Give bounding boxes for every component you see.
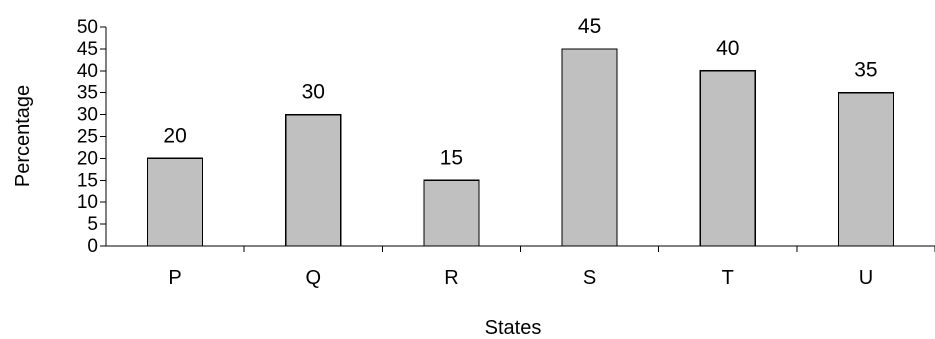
data-label-s: 45: [578, 15, 601, 38]
y-tick-label: 25: [77, 127, 98, 148]
y-axis-title: Percentage: [12, 85, 34, 187]
data-label-q: 30: [302, 81, 325, 104]
y-tick-label: 45: [77, 39, 98, 60]
x-axis-ticks: P Q R S T U: [168, 246, 935, 289]
y-tick-label: 20: [77, 148, 98, 169]
bars-group: 20 30 15 45 40 35: [146, 15, 895, 247]
y-tick-label: 0: [87, 236, 98, 257]
bar-r: [423, 179, 480, 247]
x-tick-label-t: T: [722, 267, 734, 289]
y-tick-label: 40: [77, 61, 98, 82]
data-label-u: 35: [854, 59, 877, 82]
x-tick-label-q: Q: [305, 267, 321, 289]
bar-t: [699, 70, 756, 247]
y-tick-label: 15: [77, 170, 98, 191]
bar-q: [285, 113, 342, 247]
y-tick-label: 10: [77, 192, 98, 213]
x-tick-label-u: U: [859, 267, 873, 289]
bar-s: [561, 48, 618, 247]
x-axis-title: States: [485, 317, 542, 339]
data-label-p: 20: [163, 124, 186, 147]
bar-u: [837, 92, 895, 247]
x-tick-label-p: P: [168, 267, 181, 289]
y-tick-label: 5: [87, 214, 98, 235]
data-label-t: 40: [716, 37, 739, 60]
data-label-r: 15: [440, 146, 463, 169]
y-tick-label: 50: [77, 17, 98, 38]
x-tick-label-r: R: [444, 267, 458, 289]
y-tick-label: 35: [77, 83, 98, 104]
y-tick-label: 30: [77, 105, 98, 126]
x-tick-label-s: S: [583, 267, 596, 289]
bar-p: [146, 157, 204, 247]
